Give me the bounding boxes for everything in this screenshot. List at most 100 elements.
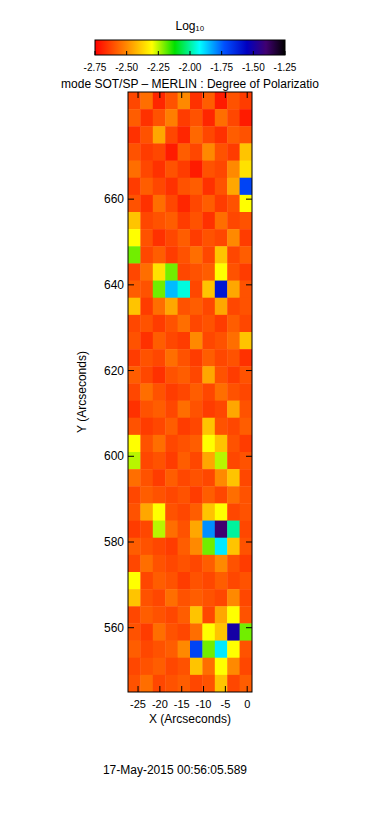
heatmap-cell [178, 109, 191, 127]
heatmap-cell [178, 246, 191, 264]
heatmap-cell [178, 332, 191, 350]
x-tick [225, 92, 226, 98]
heatmap-cell [227, 281, 240, 299]
heatmap-cell [153, 366, 166, 384]
heatmap-cell [128, 675, 141, 692]
heatmap-cell [202, 229, 215, 247]
heatmap-cell [128, 469, 141, 487]
heatmap-cell [240, 143, 252, 161]
heatmap-cell [128, 503, 141, 521]
heatmap-cell [153, 143, 166, 161]
heatmap-cell [190, 315, 203, 333]
heatmap-cell [140, 212, 153, 230]
colorbar-tick-label: -1.50 [242, 62, 265, 73]
heatmap-cell [190, 521, 203, 539]
heatmap-cell [202, 675, 215, 692]
heatmap-cell [190, 469, 203, 487]
heatmap-cell [190, 229, 203, 247]
heatmap-cell [240, 349, 252, 367]
y-tick [128, 542, 134, 543]
heatmap-cell [190, 126, 203, 144]
heatmap-cell [128, 401, 141, 419]
heatmap-cell [190, 246, 203, 264]
y-tick [128, 627, 134, 628]
heatmap-cell [178, 161, 191, 179]
heatmap-cell [215, 161, 228, 179]
heatmap-cell [140, 503, 153, 521]
heatmap-cell [165, 281, 178, 299]
heatmap-cell [227, 469, 240, 487]
heatmap-cell [140, 349, 153, 367]
heatmap-cell [215, 349, 228, 367]
heatmap-cell [153, 401, 166, 419]
heatmap-cell [215, 486, 228, 504]
heatmap-cell [178, 298, 191, 316]
heatmap-cell [140, 435, 153, 453]
heatmap-cell [215, 435, 228, 453]
heatmap-cell [128, 143, 141, 161]
heatmap-cell [190, 538, 203, 556]
heatmap-cell [240, 641, 252, 659]
heatmap-cell [215, 641, 228, 659]
heatmap-cell [165, 675, 178, 692]
y-axis-label: Y (Arcseconds) [75, 351, 89, 433]
heatmap-cell [178, 623, 191, 641]
heatmap-cell [240, 418, 252, 436]
heatmap-cell [153, 246, 166, 264]
heatmap-cell [240, 263, 252, 281]
colorbar-label: Log₁₀ [175, 19, 204, 33]
heatmap-cell [178, 263, 191, 281]
heatmap-cell [140, 589, 153, 607]
heatmap-cell [215, 555, 228, 573]
heatmap-cell [215, 246, 228, 264]
x-tick-label: -5 [220, 698, 230, 710]
heatmap-cell [153, 538, 166, 556]
heatmap-cell [140, 298, 153, 316]
heatmap-cell [153, 418, 166, 436]
heatmap-cell [227, 195, 240, 213]
x-tick [203, 686, 204, 692]
heatmap-cell [202, 315, 215, 333]
heatmap-cell [227, 675, 240, 692]
heatmap-cell [240, 469, 252, 487]
heatmap-cell [140, 538, 153, 556]
heatmap-cell [215, 383, 228, 401]
heatmap-cell [190, 109, 203, 127]
heatmap-cell [240, 435, 252, 453]
heatmap-cell [153, 521, 166, 539]
heatmap-cell [165, 452, 178, 470]
heatmap-cell [202, 401, 215, 419]
heatmap-cell [190, 332, 203, 350]
heatmap-cell [140, 401, 153, 419]
heatmap-cell [165, 503, 178, 521]
heatmap-cell [227, 538, 240, 556]
y-tick-label: 560 [104, 621, 124, 635]
heatmap-cell [240, 623, 252, 641]
heatmap-cell [178, 658, 191, 676]
heatmap-cell [190, 143, 203, 161]
x-tick [181, 92, 182, 98]
heatmap-cell [215, 263, 228, 281]
heatmap-cell [227, 229, 240, 247]
heatmap-cell [202, 178, 215, 196]
heatmap-cell [227, 658, 240, 676]
heatmap-cell [128, 349, 141, 367]
heatmap-cell [227, 349, 240, 367]
y-tick-label: 580 [104, 535, 124, 549]
heatmap-cell [153, 92, 166, 110]
heatmap-cell [240, 503, 252, 521]
heatmap-cell [153, 178, 166, 196]
heatmap-cell [227, 92, 240, 110]
x-tick-label: -15 [174, 698, 190, 710]
heatmap-cell [240, 486, 252, 504]
heatmap-cell [215, 143, 228, 161]
heatmap-cell [215, 452, 228, 470]
heatmap-cell [215, 418, 228, 436]
heatmap-cell [190, 161, 203, 179]
heatmap-cell [215, 229, 228, 247]
heatmap-cell [178, 92, 191, 110]
heatmap-cell [165, 332, 178, 350]
heatmap-cell [215, 126, 228, 144]
heatmap-cell [178, 126, 191, 144]
heatmap-cell [128, 246, 141, 264]
